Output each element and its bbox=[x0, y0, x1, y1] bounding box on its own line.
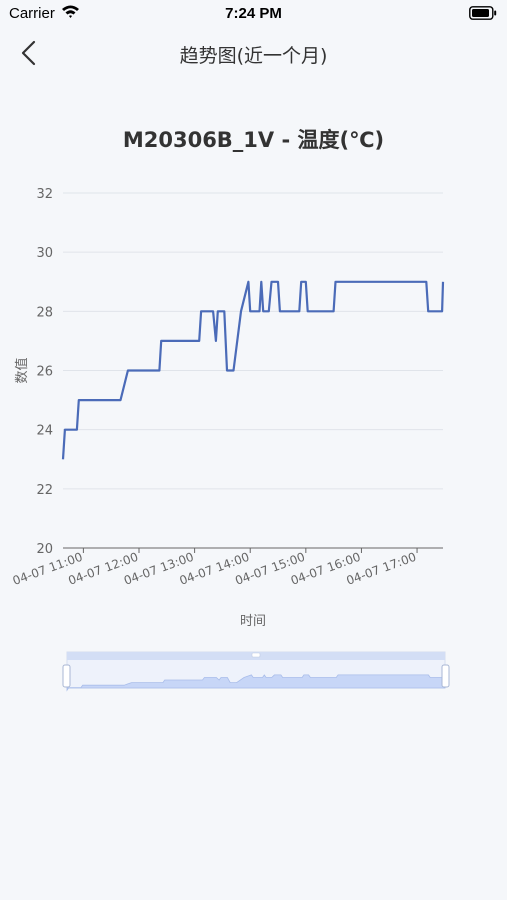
slider-handle-right[interactable] bbox=[441, 664, 450, 688]
x-axis-label: 时间 bbox=[240, 614, 266, 629]
slider-handle-left[interactable] bbox=[62, 664, 71, 688]
wifi-icon bbox=[62, 5, 79, 18]
chevron-left-icon[interactable] bbox=[18, 40, 40, 66]
y-tick-label: 30 bbox=[36, 246, 53, 261]
y-axis-ticks: 20 22 24 26 28 30 32 bbox=[36, 187, 53, 557]
y-tick-label: 20 bbox=[36, 542, 53, 557]
grid-lines bbox=[63, 192, 443, 490]
y-tick-label: 26 bbox=[36, 365, 53, 380]
temperature-series-line bbox=[61, 280, 445, 460]
y-axis-label: 数值 bbox=[14, 357, 30, 383]
slider-grip-icon bbox=[251, 652, 261, 658]
y-tick-label: 32 bbox=[36, 187, 53, 202]
carrier-label: Carrier bbox=[9, 5, 55, 22]
y-tick-label: 24 bbox=[36, 424, 53, 439]
y-tick-label: 28 bbox=[36, 305, 53, 320]
page-title: 趋势图(近一个月) bbox=[179, 45, 328, 67]
y-tick-label: 22 bbox=[36, 483, 53, 498]
slider-preview-area bbox=[66, 674, 446, 692]
status-bar: Carrier 7:24 PM bbox=[0, 0, 507, 26]
status-time: 7:24 PM bbox=[225, 5, 282, 22]
battery-icon bbox=[469, 6, 497, 20]
navigation-bar: 趋势图(近一个月) bbox=[0, 26, 507, 80]
chart-title: M20306B_1V - 温度(℃) bbox=[122, 128, 385, 152]
data-zoom-slider[interactable] bbox=[62, 651, 450, 692]
